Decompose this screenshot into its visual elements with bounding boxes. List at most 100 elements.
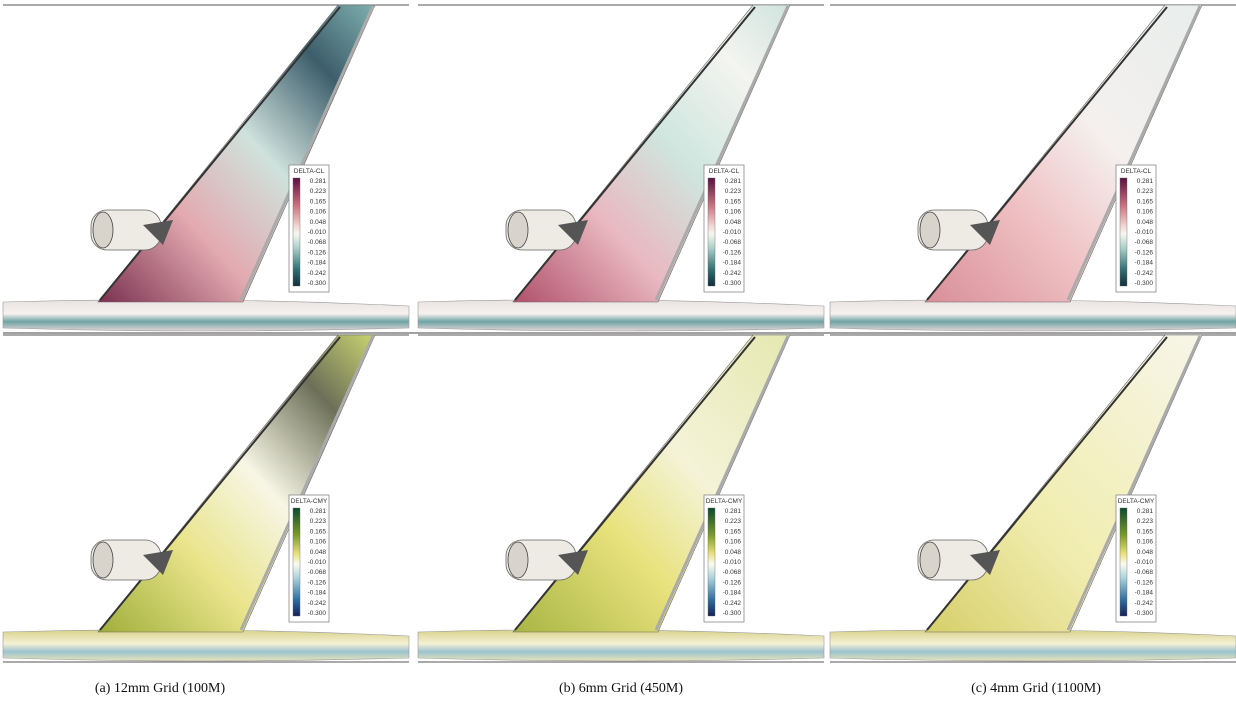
legend-label: 0.165 xyxy=(725,198,742,205)
legend-title: DELTA-CL xyxy=(294,168,325,175)
caption: (a) 12mm Grid (100M) xyxy=(95,681,226,696)
panel: DELTA-CL 0.281 0.223 0.165 0.106 0.048 -0.010 -… xyxy=(3,5,409,331)
legend-label: -0.010 xyxy=(308,229,327,236)
legend-title: DELTA-CL xyxy=(709,168,740,175)
wing xyxy=(925,335,1202,632)
legend-label: -0.068 xyxy=(723,239,742,246)
wing xyxy=(925,5,1202,302)
legend-label: -0.126 xyxy=(308,579,327,586)
legend-label: -0.184 xyxy=(723,260,742,267)
fuselage xyxy=(830,630,1236,661)
legend-label: -0.300 xyxy=(1135,280,1154,287)
legend-label: -0.242 xyxy=(723,270,742,277)
legend-label: 0.165 xyxy=(1137,528,1154,535)
legend-label: 0.048 xyxy=(1137,219,1154,226)
colorbar xyxy=(293,178,300,286)
legend-label: 0.223 xyxy=(1137,518,1154,525)
legend-label: 0.106 xyxy=(1137,209,1154,216)
legend-label: 0.106 xyxy=(725,539,742,546)
fuselage xyxy=(418,630,824,661)
legend-label: 0.106 xyxy=(1137,539,1154,546)
legend-label: 0.281 xyxy=(1137,178,1154,185)
nacelle-inlet xyxy=(920,542,940,578)
legend-label: 0.223 xyxy=(1137,188,1154,195)
legend-label: 0.048 xyxy=(725,219,742,226)
wing xyxy=(98,5,375,302)
legend-label: 0.281 xyxy=(310,178,327,185)
legend-label: -0.010 xyxy=(1135,229,1154,236)
legend-label: -0.126 xyxy=(1135,579,1154,586)
legend-label: 0.048 xyxy=(1137,549,1154,556)
legend-label: -0.242 xyxy=(1135,600,1154,607)
legend-title: DELTA-CMY xyxy=(1118,498,1155,505)
legend-label: 0.048 xyxy=(725,549,742,556)
nacelle-inlet xyxy=(93,212,113,248)
legend-label: 0.165 xyxy=(725,528,742,535)
colorbar xyxy=(1120,508,1127,616)
legend-label: 0.106 xyxy=(310,209,327,216)
legend-label: -0.300 xyxy=(723,610,742,617)
colorbar xyxy=(1120,178,1127,286)
fuselage xyxy=(418,300,824,331)
fuselage xyxy=(3,300,409,331)
legend-label: 0.106 xyxy=(310,539,327,546)
legend-title: DELTA-CL xyxy=(1121,168,1152,175)
legend-label: -0.010 xyxy=(1135,559,1154,566)
legend-label: -0.184 xyxy=(308,590,327,597)
legend-label: 0.223 xyxy=(725,518,742,525)
legend-label: -0.300 xyxy=(1135,610,1154,617)
legend-label: 0.048 xyxy=(310,219,327,226)
legend-label: 0.165 xyxy=(310,528,327,535)
legend-label: 0.106 xyxy=(725,209,742,216)
nacelle-inlet xyxy=(508,212,528,248)
legend-label: -0.068 xyxy=(723,569,742,576)
nacelle-inlet xyxy=(93,542,113,578)
legend-label: -0.126 xyxy=(1135,249,1154,256)
nacelle-inlet xyxy=(508,542,528,578)
legend-label: -0.068 xyxy=(308,569,327,576)
legend-label: -0.300 xyxy=(723,280,742,287)
legend-label: 0.165 xyxy=(310,198,327,205)
colorbar xyxy=(708,508,715,616)
panel: DELTA-CMY 0.281 0.223 0.165 0.106 0.048 -0.010… xyxy=(418,335,824,662)
legend-label: -0.068 xyxy=(308,239,327,246)
legend-label: 0.048 xyxy=(310,549,327,556)
colorbar xyxy=(708,178,715,286)
panel: DELTA-CMY 0.281 0.223 0.165 0.106 0.048 -0.010… xyxy=(3,335,409,662)
legend-label: -0.184 xyxy=(308,260,327,267)
legend-label: -0.242 xyxy=(723,600,742,607)
legend-label: -0.242 xyxy=(308,270,327,277)
legend-label: 0.223 xyxy=(725,188,742,195)
legend-label: -0.126 xyxy=(308,249,327,256)
caption: (b) 6mm Grid (450M) xyxy=(559,681,683,696)
legend-label: -0.068 xyxy=(1135,239,1154,246)
legend-title: DELTA-CMY xyxy=(706,498,743,505)
legend-label: 0.281 xyxy=(725,508,742,515)
legend-label: 0.281 xyxy=(310,508,327,515)
legend-label: -0.242 xyxy=(1135,270,1154,277)
legend-label: -0.184 xyxy=(1135,590,1154,597)
legend-label: 0.223 xyxy=(310,188,327,195)
legend-label: 0.281 xyxy=(1137,508,1154,515)
fuselage xyxy=(3,630,409,661)
legend-title: DELTA-CMY xyxy=(291,498,328,505)
colorbar xyxy=(293,508,300,616)
legend-label: -0.184 xyxy=(723,590,742,597)
wing xyxy=(513,335,790,632)
legend-label: -0.300 xyxy=(308,610,327,617)
nacelle-inlet xyxy=(920,212,940,248)
legend-label: -0.300 xyxy=(308,280,327,287)
legend-label: -0.184 xyxy=(1135,260,1154,267)
wing xyxy=(513,5,790,302)
figure: DELTA-CL 0.281 0.223 0.165 0.106 0.048 -0.010 -… xyxy=(0,0,1236,706)
caption: (c) 4mm Grid (1100M) xyxy=(971,681,1101,696)
legend-label: -0.068 xyxy=(1135,569,1154,576)
legend-label: -0.242 xyxy=(308,600,327,607)
legend-label: -0.010 xyxy=(308,559,327,566)
legend-label: -0.010 xyxy=(723,559,742,566)
legend-label: 0.281 xyxy=(725,178,742,185)
legend-label: -0.010 xyxy=(723,229,742,236)
panel: DELTA-CL 0.281 0.223 0.165 0.106 0.048 -0.010 -… xyxy=(418,5,824,331)
legend-label: 0.223 xyxy=(310,518,327,525)
legend-label: 0.165 xyxy=(1137,198,1154,205)
